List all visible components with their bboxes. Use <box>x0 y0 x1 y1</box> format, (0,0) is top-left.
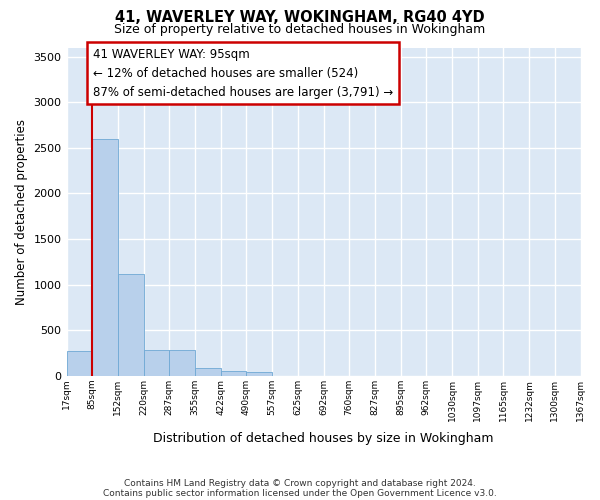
Y-axis label: Number of detached properties: Number of detached properties <box>15 118 28 304</box>
Text: Size of property relative to detached houses in Wokingham: Size of property relative to detached ho… <box>115 22 485 36</box>
X-axis label: Distribution of detached houses by size in Wokingham: Distribution of detached houses by size … <box>153 432 494 445</box>
Bar <box>195 368 221 376</box>
Bar <box>247 372 272 376</box>
Bar <box>169 350 195 376</box>
Bar <box>118 274 143 376</box>
Text: 41 WAVERLEY WAY: 95sqm
← 12% of detached houses are smaller (524)
87% of semi-de: 41 WAVERLEY WAY: 95sqm ← 12% of detached… <box>93 48 393 98</box>
Text: Contains HM Land Registry data © Crown copyright and database right 2024.: Contains HM Land Registry data © Crown c… <box>124 478 476 488</box>
Bar <box>67 352 92 376</box>
Text: Contains public sector information licensed under the Open Government Licence v3: Contains public sector information licen… <box>103 488 497 498</box>
Text: 41, WAVERLEY WAY, WOKINGHAM, RG40 4YD: 41, WAVERLEY WAY, WOKINGHAM, RG40 4YD <box>115 10 485 25</box>
Bar <box>92 138 118 376</box>
Bar <box>143 350 169 376</box>
Bar <box>221 371 247 376</box>
